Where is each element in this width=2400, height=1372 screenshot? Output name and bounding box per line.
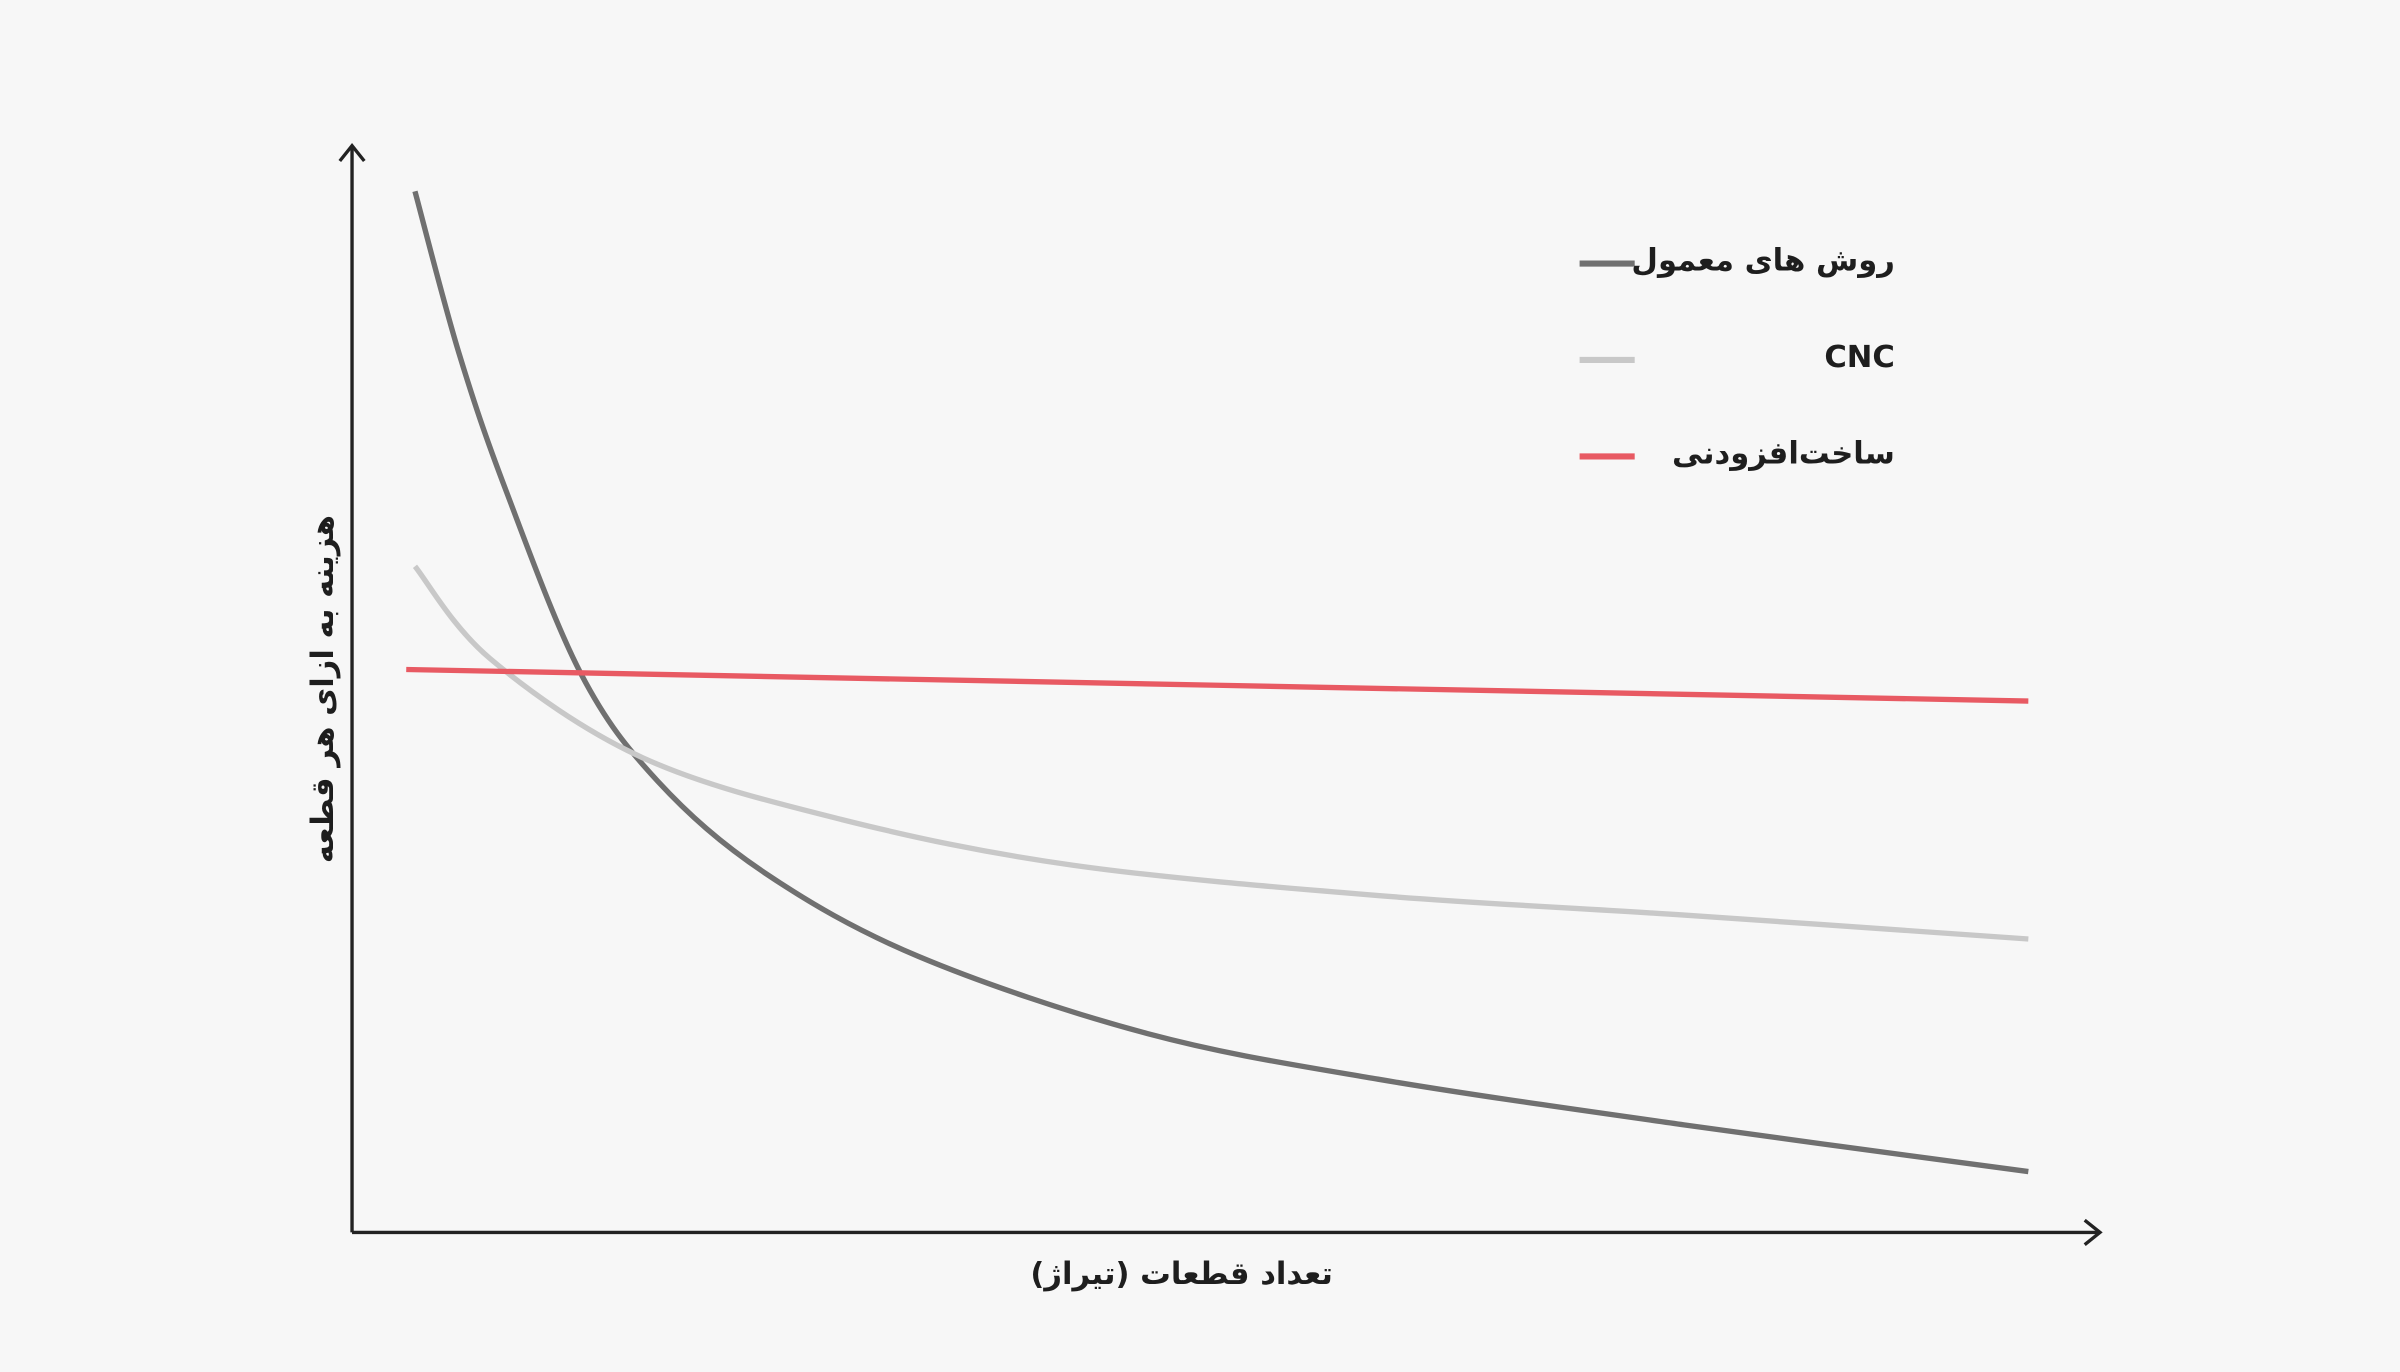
y-axis-arrow xyxy=(338,142,366,163)
series-line xyxy=(412,190,2029,1175)
y-axis-label: هزینه به ازای هر قطعه xyxy=(306,515,341,863)
x-axis-arrow xyxy=(2083,1218,2103,1246)
series-line xyxy=(412,564,2029,942)
x-axis-label: تعداد قطعات (تیراژ) xyxy=(1030,1257,1332,1292)
series-line xyxy=(406,666,2029,704)
legend-label: روش های معمول xyxy=(1631,244,1894,279)
legend-label: ساخت‌افزودنی xyxy=(1672,436,1895,471)
legend-label: CNC xyxy=(1824,340,1895,375)
